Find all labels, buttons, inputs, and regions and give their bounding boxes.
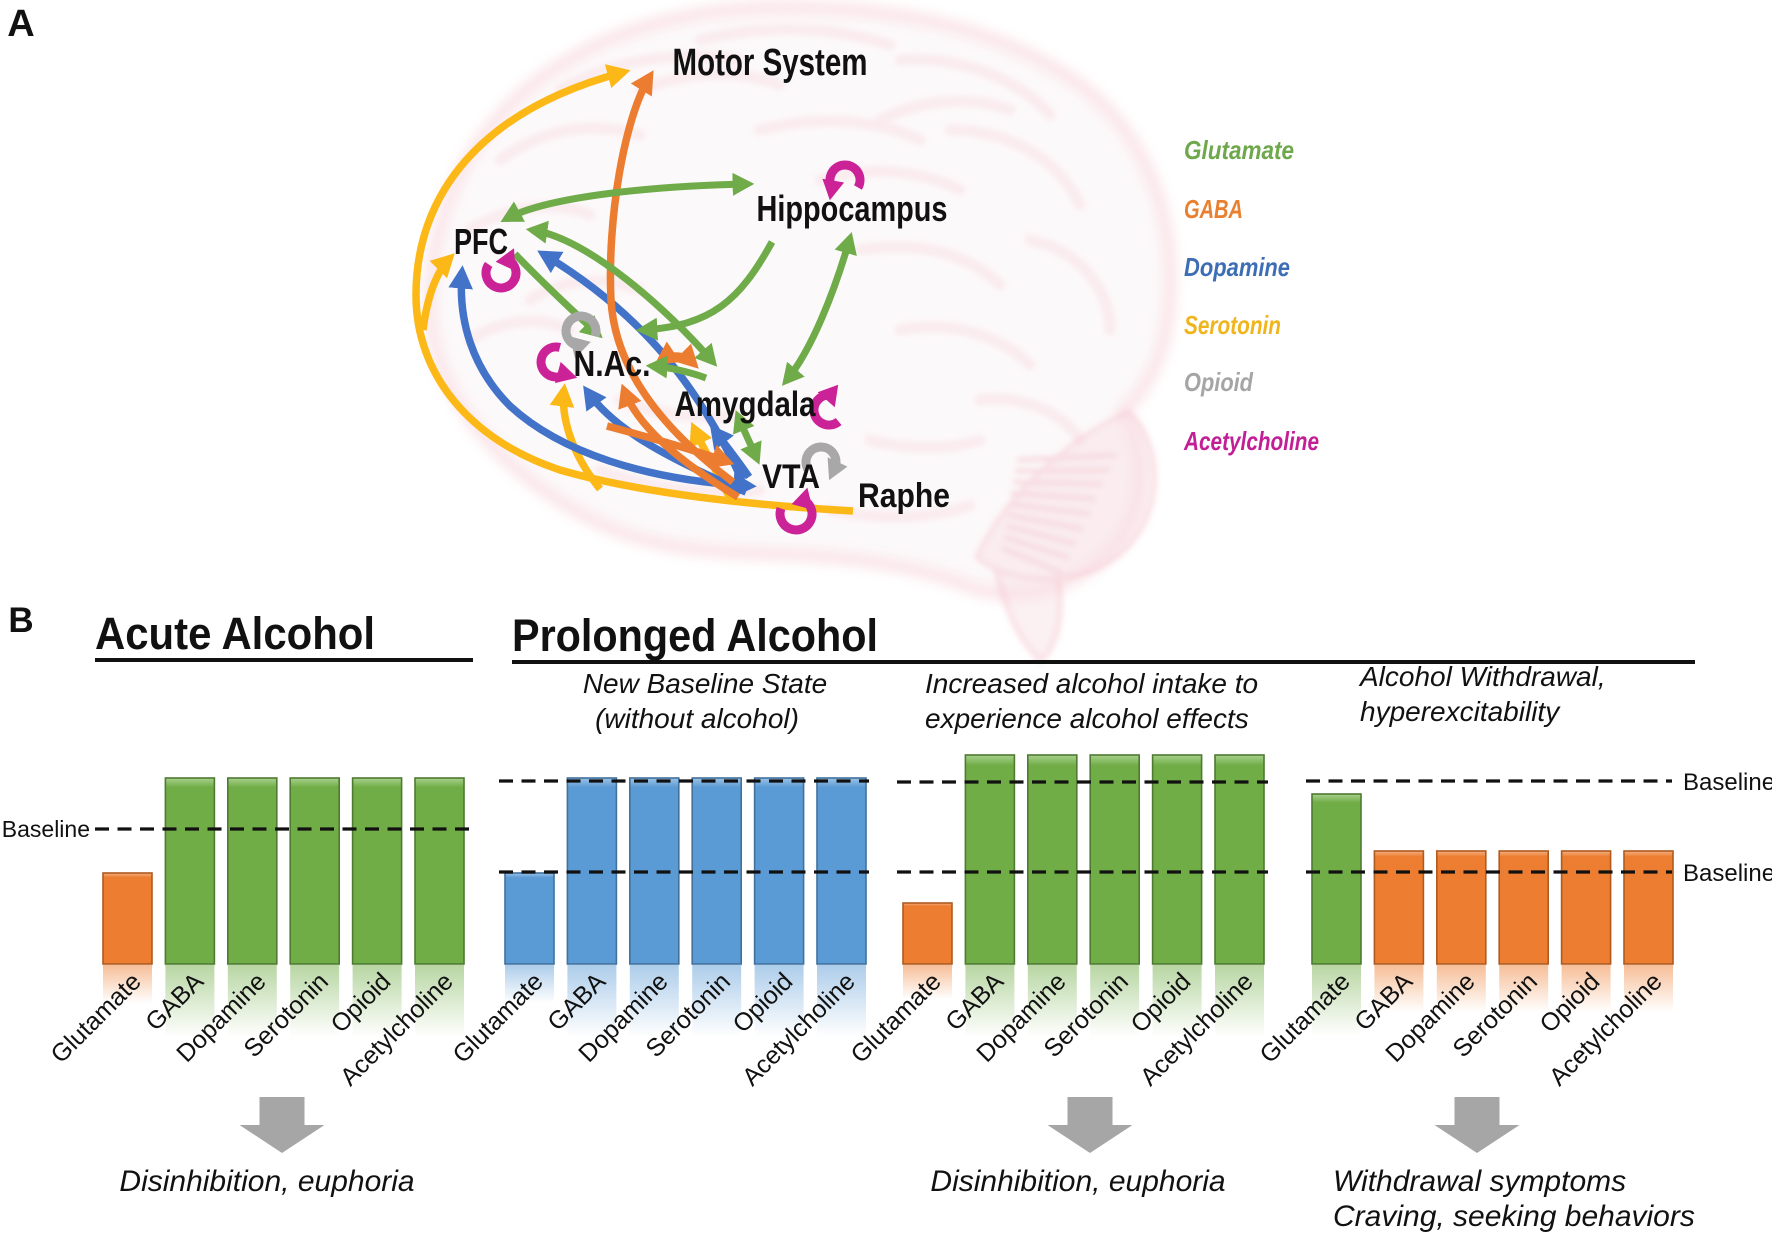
- svg-text:New Baseline State: New Baseline State: [583, 668, 827, 699]
- svg-text:Craving, seeking behaviors: Craving, seeking behaviors: [1333, 1200, 1695, 1233]
- svg-text:A: A: [7, 3, 34, 45]
- svg-text:Acetylcholine: Acetylcholine: [1183, 426, 1319, 456]
- svg-text:Disinhibition, euphoria: Disinhibition, euphoria: [930, 1165, 1225, 1198]
- svg-text:Baseline: Baseline: [1683, 769, 1772, 796]
- svg-text:Prolonged Alcohol: Prolonged Alcohol: [512, 610, 878, 661]
- svg-text:Baseline: Baseline: [2, 816, 90, 842]
- svg-text:hyperexcitability: hyperexcitability: [1360, 696, 1561, 727]
- svg-text:Amygdala: Amygdala: [675, 385, 816, 424]
- svg-text:Alcohol Withdrawal,: Alcohol Withdrawal,: [1358, 661, 1606, 692]
- svg-text:Acute Alcohol: Acute Alcohol: [95, 608, 375, 659]
- svg-text:Withdrawal symptoms: Withdrawal symptoms: [1333, 1165, 1626, 1198]
- svg-text:Disinhibition, euphoria: Disinhibition, euphoria: [119, 1165, 414, 1198]
- svg-text:Increased alcohol intake to: Increased alcohol intake to: [925, 668, 1258, 699]
- svg-text:GABA: GABA: [1184, 194, 1243, 224]
- svg-text:Serotonin: Serotonin: [1184, 310, 1281, 340]
- svg-text:Hippocampus: Hippocampus: [757, 188, 948, 229]
- svg-text:experience alcohol effects: experience alcohol effects: [925, 703, 1249, 734]
- svg-text:Raphe: Raphe: [858, 477, 950, 515]
- svg-text:Opioid: Opioid: [1184, 367, 1254, 397]
- svg-text:Glutamate: Glutamate: [45, 967, 146, 1068]
- svg-text:Dopamine: Dopamine: [1184, 252, 1290, 282]
- svg-text:Motor System: Motor System: [673, 42, 868, 84]
- svg-text:PFC: PFC: [454, 221, 508, 262]
- svg-text:(without alcohol): (without alcohol): [595, 703, 799, 734]
- svg-text:Glutamate: Glutamate: [1184, 135, 1294, 165]
- svg-text:VTA: VTA: [762, 458, 820, 496]
- svg-text:B: B: [8, 601, 33, 640]
- svg-text:Baseline: Baseline: [1683, 860, 1772, 887]
- svg-text:N.Ac.: N.Ac.: [574, 343, 651, 384]
